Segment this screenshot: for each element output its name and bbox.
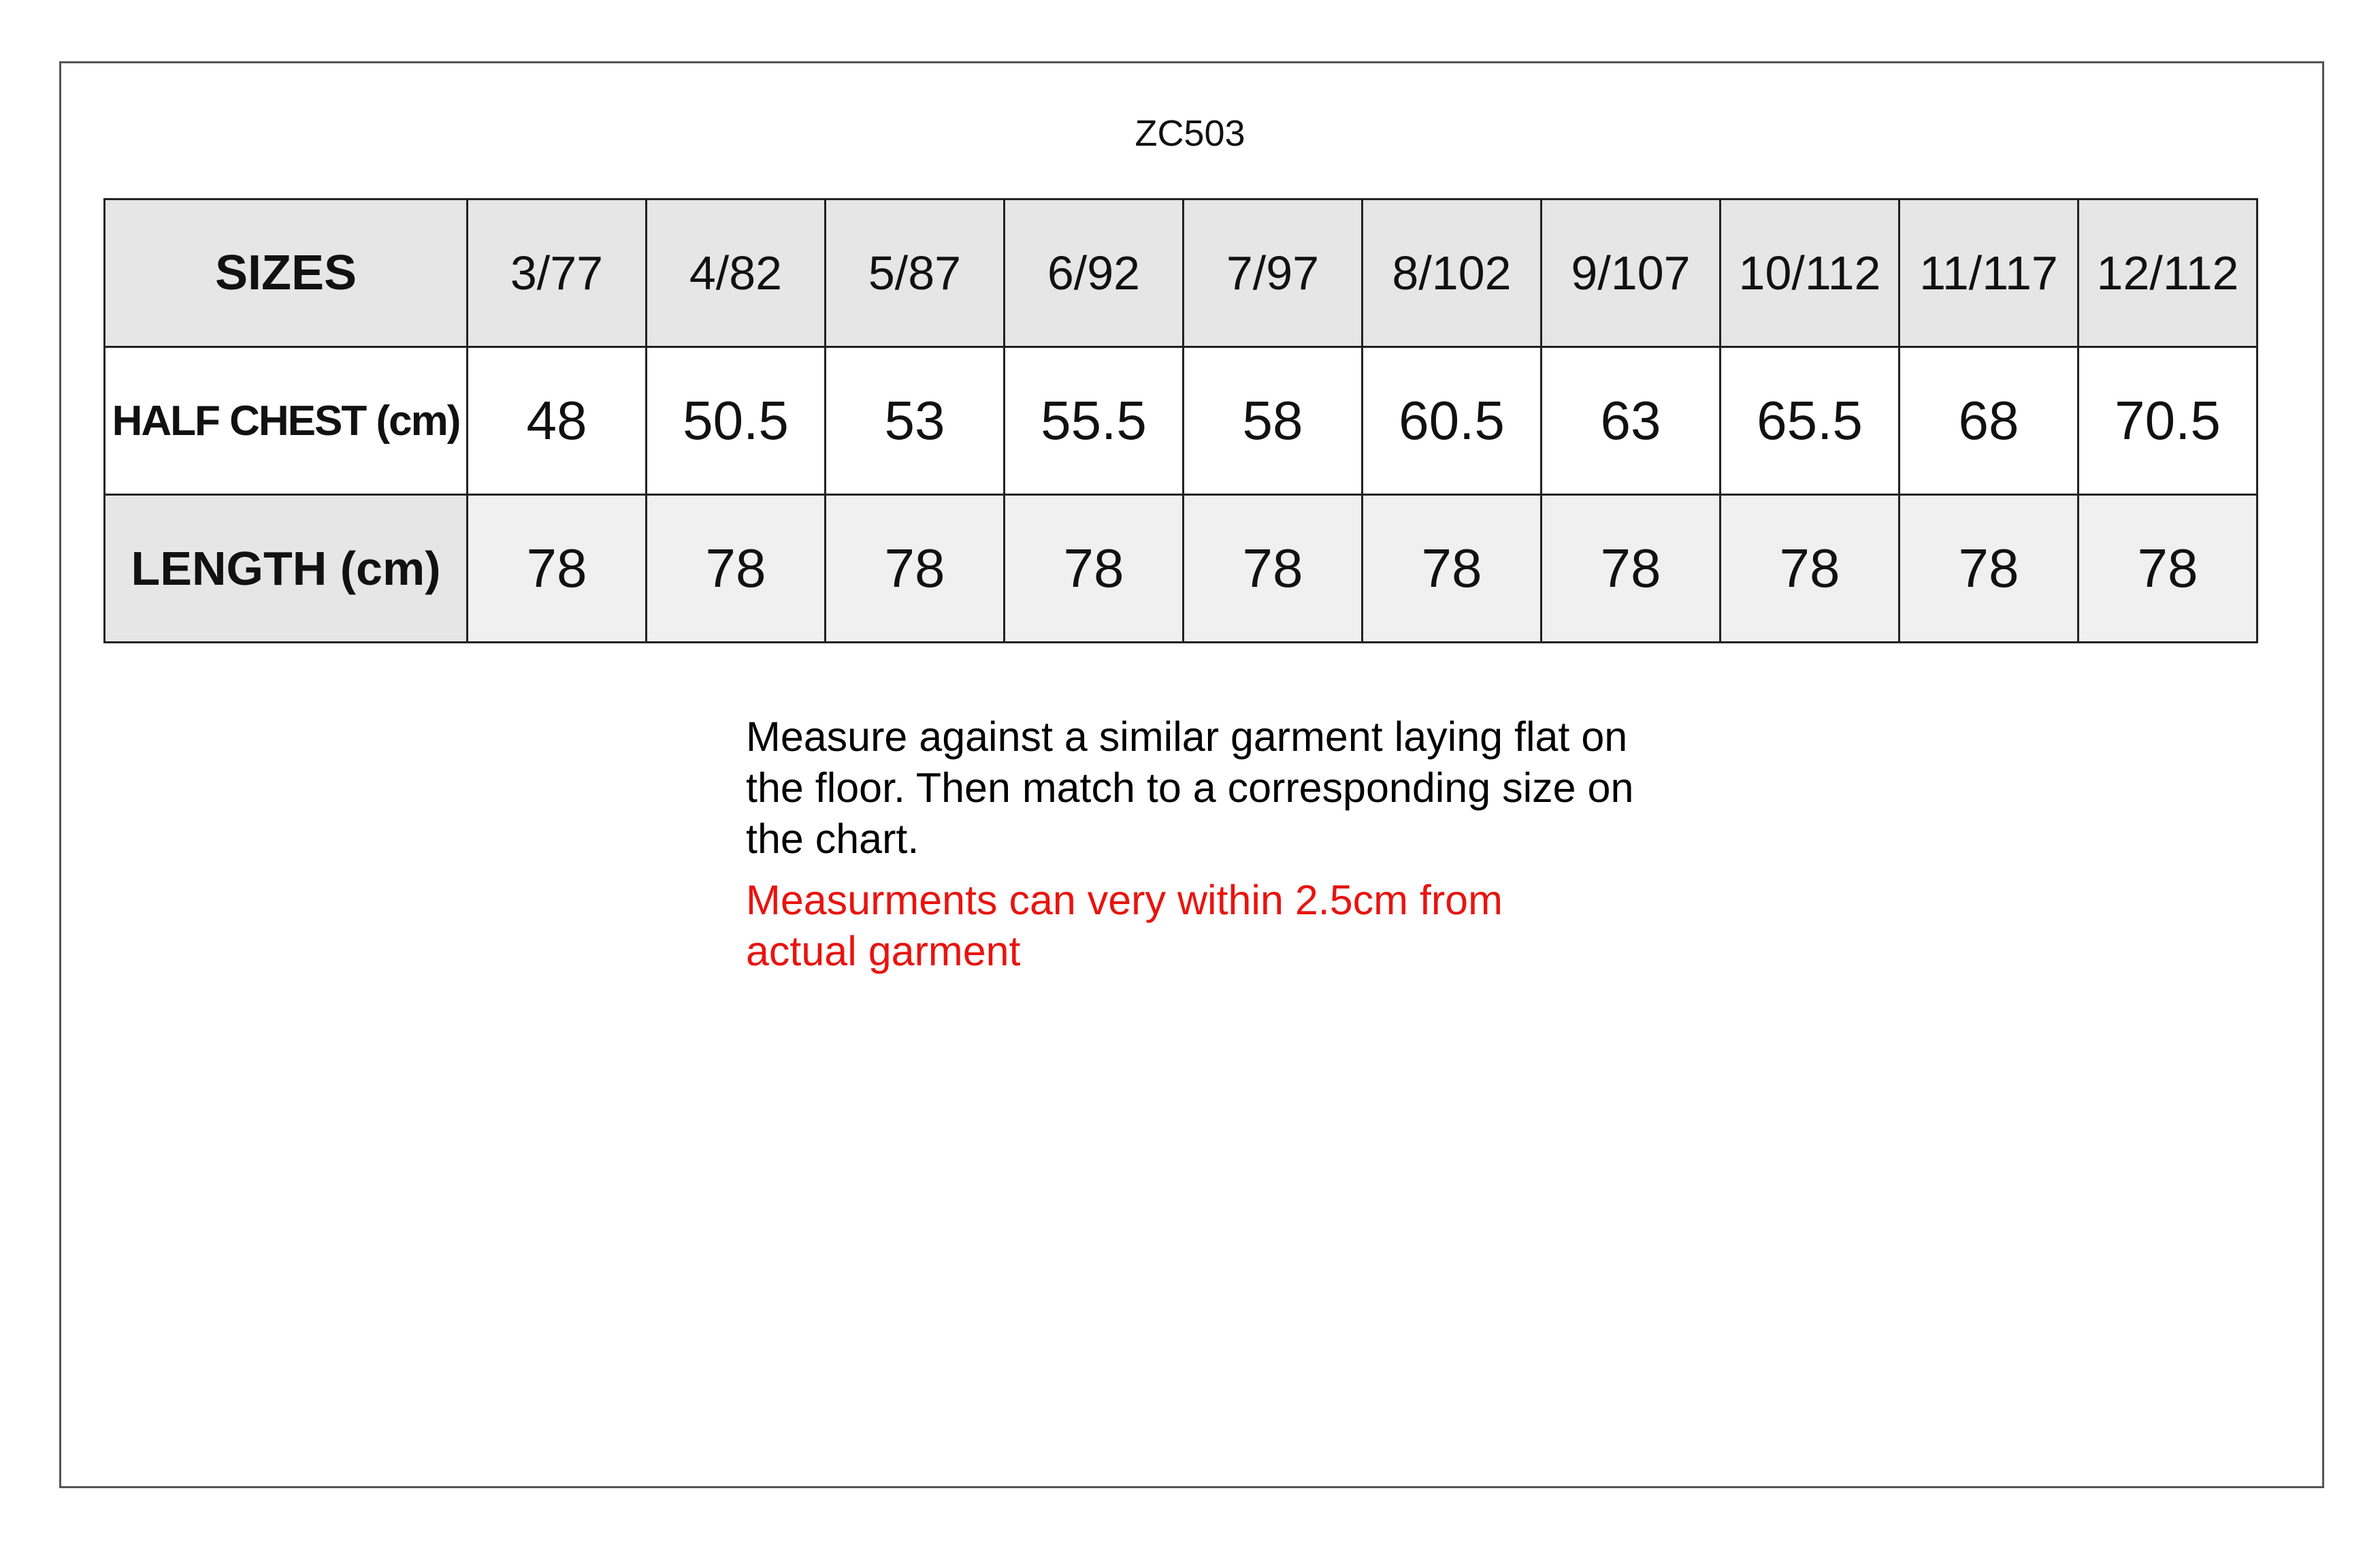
size-cell: 9/107 — [1540, 198, 1721, 348]
value-cell: 68 — [1898, 346, 2079, 496]
value-cell: 78 — [645, 494, 826, 643]
value-cell: 78 — [466, 494, 647, 643]
warning: Measurments can very within 2.5cm from a… — [746, 877, 1503, 974]
value-cell: 70.5 — [2077, 346, 2258, 496]
value-cell: 78 — [1719, 494, 1900, 643]
table-row: SIZES 3/77 4/82 5/87 6/92 7/97 8/102 9/107 10/11… — [103, 198, 2258, 348]
size-cell: 11/117 — [1898, 198, 2079, 348]
value-cell: 78 — [1361, 494, 1542, 643]
value-cell: 78 — [1898, 494, 2079, 643]
size-cell: 10/112 — [1719, 198, 1900, 348]
size-cell: 5/87 — [824, 198, 1005, 348]
value-cell: 58 — [1182, 346, 1363, 496]
value-cell: 78 — [2077, 494, 2258, 643]
size-table: SIZES 3/77 4/82 5/87 6/92 7/97 8/102 9/107 10/11… — [103, 198, 2258, 643]
notes: Measure against a similar garment laying… — [746, 711, 1658, 977]
size-cell: 4/82 — [645, 198, 826, 348]
value-cell: 78 — [824, 494, 1005, 643]
size-cell: 7/97 — [1182, 198, 1363, 348]
value-cell: 55.5 — [1003, 346, 1184, 496]
value-cell: 78 — [1182, 494, 1363, 643]
size-cell: 3/77 — [466, 198, 647, 348]
value-cell: 65.5 — [1719, 346, 1900, 496]
value-cell: 50.5 — [645, 346, 826, 496]
row-label: HALF CHEST (cm) — [103, 346, 468, 496]
size-cell: 6/92 — [1003, 198, 1184, 348]
table-row: HALF CHEST (cm) 48 50.5 53 55.5 58 60.5 63 65.5 6… — [103, 346, 2258, 496]
value-cell: 63 — [1540, 346, 1721, 496]
instruction: Measure against a similar garment laying… — [746, 713, 1634, 862]
row-label: SIZES — [103, 198, 468, 348]
value-cell: 53 — [824, 346, 1005, 496]
value-cell: 60.5 — [1361, 346, 1542, 496]
frame — [59, 61, 2324, 1488]
value-cell: 78 — [1003, 494, 1184, 643]
title: ZC503 — [1135, 113, 1245, 154]
row-label: LENGTH (cm) — [103, 494, 468, 643]
table-row: LENGTH (cm) 78 78 78 78 78 78 78 78 78 78 — [103, 494, 2258, 643]
value-cell: 78 — [1540, 494, 1721, 643]
value-cell: 48 — [466, 346, 647, 496]
size-cell: 12/112 — [2077, 198, 2258, 348]
size-cell: 8/102 — [1361, 198, 1542, 348]
